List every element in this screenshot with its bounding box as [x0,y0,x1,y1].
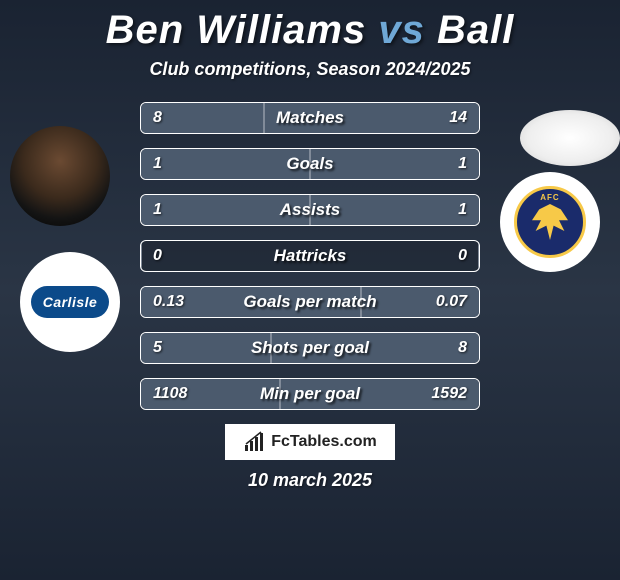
stat-row-goals: 1 Goals 1 [140,148,480,180]
stat-value-left: 1108 [153,385,187,403]
brand-link[interactable]: FcTables.com [225,424,395,460]
player1-name: Ben Williams [106,8,367,52]
stat-fill-right [310,149,479,179]
stat-label: Shots per goal [251,338,369,358]
player1-avatar [10,126,110,226]
player2-club-badge: AFC [500,172,600,272]
eagle-icon [532,204,568,240]
stat-value-left: 1 [153,201,162,219]
stat-value-right: 14 [449,109,467,127]
stat-label: Goals per match [243,292,376,312]
stat-row-shots-per-goal: 5 Shots per goal 8 [140,332,480,364]
stat-value-left: 5 [153,339,162,357]
subtitle: Club competitions, Season 2024/2025 [0,59,620,80]
stat-label: Matches [276,108,344,128]
player2-name: Ball [437,8,514,52]
stat-value-left: 0.13 [153,293,184,311]
date-label: 10 march 2025 [0,470,620,491]
stat-label: Assists [280,200,340,220]
stat-fill-right [478,241,479,271]
stat-value-right: 1 [458,201,467,219]
stat-value-right: 0.07 [436,293,467,311]
stats-container: 8 Matches 14 1 Goals 1 1 Assists 1 0 Hat… [140,102,480,410]
stat-fill-left [141,149,310,179]
stat-fill-left [141,241,142,271]
stat-value-right: 0 [458,247,467,265]
stat-value-left: 1 [153,155,162,173]
stat-value-right: 1592 [431,385,467,403]
player2-avatar [520,110,620,166]
stat-row-min-per-goal: 1108 Min per goal 1592 [140,378,480,410]
stat-label: Min per goal [260,384,360,404]
club-left-label: Carlisle [31,286,109,318]
stat-value-left: 8 [153,109,162,127]
stat-label: Hattricks [274,246,347,266]
player1-club-badge: Carlisle [20,252,120,352]
brand-text: FcTables.com [271,433,377,451]
stat-label: Goals [286,154,333,174]
page-title: Ben Williams vs Ball [0,8,620,53]
vs-label: vs [378,8,425,52]
stat-row-hattricks: 0 Hattricks 0 [140,240,480,272]
stat-value-left: 0 [153,247,162,265]
chart-icon [243,431,267,453]
stat-value-right: 1 [458,155,467,173]
stat-row-assists: 1 Assists 1 [140,194,480,226]
stat-value-right: 8 [458,339,467,357]
club-right-arc-text: AFC [540,193,559,202]
stat-row-goals-per-match: 0.13 Goals per match 0.07 [140,286,480,318]
stat-row-matches: 8 Matches 14 [140,102,480,134]
club-right-crest: AFC [514,186,586,258]
